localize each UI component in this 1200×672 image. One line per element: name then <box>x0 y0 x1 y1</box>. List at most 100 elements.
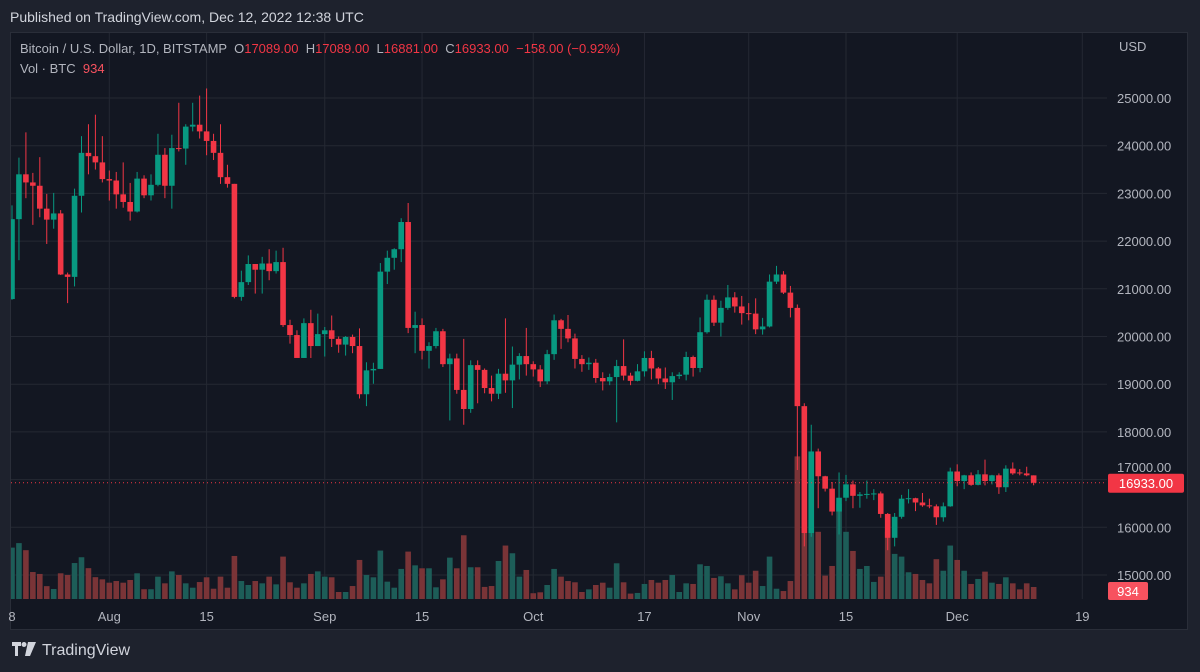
candle-body <box>808 451 815 534</box>
candle-body <box>662 378 669 383</box>
volume-bar <box>71 563 78 599</box>
x-tick-label: Sep <box>313 609 336 624</box>
candle-body <box>898 498 905 517</box>
change-value: −158.00 (−0.92%) <box>516 41 621 56</box>
candle-body <box>252 263 259 270</box>
candle-body <box>683 357 689 375</box>
candle-body <box>912 498 919 503</box>
y-tick-label: 15000.00 <box>1117 568 1171 583</box>
candle-body <box>877 493 884 514</box>
volume-bar <box>57 573 64 599</box>
volume-bar <box>50 588 57 599</box>
volume-bar <box>189 587 196 599</box>
volume-bar <box>440 579 446 599</box>
candle-body <box>92 156 99 163</box>
volume-bar <box>481 586 488 599</box>
candle-body <box>426 346 432 351</box>
volume-bar <box>787 581 794 599</box>
footer: TradingView <box>12 642 130 660</box>
candle-body <box>648 357 655 369</box>
open-value: 17089.00 <box>244 41 299 56</box>
candle-body <box>50 213 57 220</box>
candle-body <box>363 370 370 395</box>
candle-body <box>676 374 682 377</box>
close-value: 16933.00 <box>454 41 509 56</box>
volume-bar <box>891 553 898 599</box>
volume-bar <box>850 550 856 599</box>
volume-bar <box>759 586 766 599</box>
candle-body <box>377 271 384 369</box>
volume-bar <box>460 535 467 599</box>
candle-body <box>801 406 808 534</box>
candle-body <box>627 375 634 381</box>
volume-bar <box>773 588 780 599</box>
volume-bar <box>627 593 634 599</box>
candle-body <box>558 320 564 329</box>
volume-bar <box>134 573 140 599</box>
volume-bar <box>968 583 974 599</box>
candle-body <box>71 195 78 277</box>
volume-bar <box>877 576 884 599</box>
volume-bar <box>732 589 738 599</box>
volume-bar <box>495 560 502 599</box>
volume-bar <box>433 587 439 599</box>
volume-bar <box>996 583 1002 599</box>
volume-bar <box>273 584 279 599</box>
candle-body <box>704 299 710 333</box>
volume-bar <box>752 570 759 599</box>
volume-bar <box>975 578 981 599</box>
candle-body <box>287 325 293 336</box>
candle-body <box>273 262 279 272</box>
x-tick-label: 8 <box>8 609 15 624</box>
candle-body <box>891 516 898 538</box>
volume-bar <box>398 568 404 599</box>
volume-bar <box>377 550 384 599</box>
candle-body <box>502 373 509 381</box>
candle-body <box>523 356 530 365</box>
volume-bar <box>711 577 717 599</box>
volume-bar <box>884 531 891 599</box>
volume-label[interactable]: Vol · BTC <box>20 61 76 76</box>
volume-bar <box>551 568 557 599</box>
y-tick-label: 23000.00 <box>1117 186 1171 201</box>
volume-bar <box>370 577 377 599</box>
candle-body <box>989 475 995 482</box>
volume-bar <box>697 564 703 599</box>
volume-bar <box>203 577 210 599</box>
volume-bar <box>245 584 252 599</box>
candle-body <box>460 389 467 410</box>
volume-bar <box>683 583 689 599</box>
volume-bar <box>231 555 238 599</box>
volume-bar <box>148 589 154 599</box>
candle-body <box>412 325 418 328</box>
volume-bar <box>308 573 314 599</box>
symbol-title[interactable]: Bitcoin / U.S. Dollar, 1D, BITSTAMP <box>20 41 227 56</box>
candle-body <box>947 471 954 507</box>
volume-bar <box>947 545 954 599</box>
candle-body <box>321 330 328 335</box>
volume-bar <box>210 588 217 599</box>
volume-bar <box>30 572 36 599</box>
candle-body <box>127 201 133 212</box>
volume-bar <box>78 557 85 599</box>
volume-bar <box>655 582 662 599</box>
brand-name[interactable]: TradingView <box>42 642 131 659</box>
candle-body <box>857 494 863 496</box>
volume-bar <box>961 570 967 599</box>
tradingview-logo-icon <box>12 642 36 660</box>
volume-bar <box>294 587 300 599</box>
candle-body <box>64 274 71 277</box>
volume-bar <box>718 576 724 599</box>
candle-body <box>356 346 363 395</box>
volume-bar <box>1030 587 1037 599</box>
candle-body <box>57 213 64 275</box>
candle-body <box>864 493 870 495</box>
last-price-tag-label: 16933.00 <box>1119 476 1173 491</box>
candle-body <box>405 222 411 328</box>
candle-body <box>593 362 599 378</box>
low-value: 16881.00 <box>383 41 439 56</box>
volume-bar <box>412 565 418 599</box>
volume-bar <box>766 556 773 599</box>
candle-body <box>217 152 224 178</box>
